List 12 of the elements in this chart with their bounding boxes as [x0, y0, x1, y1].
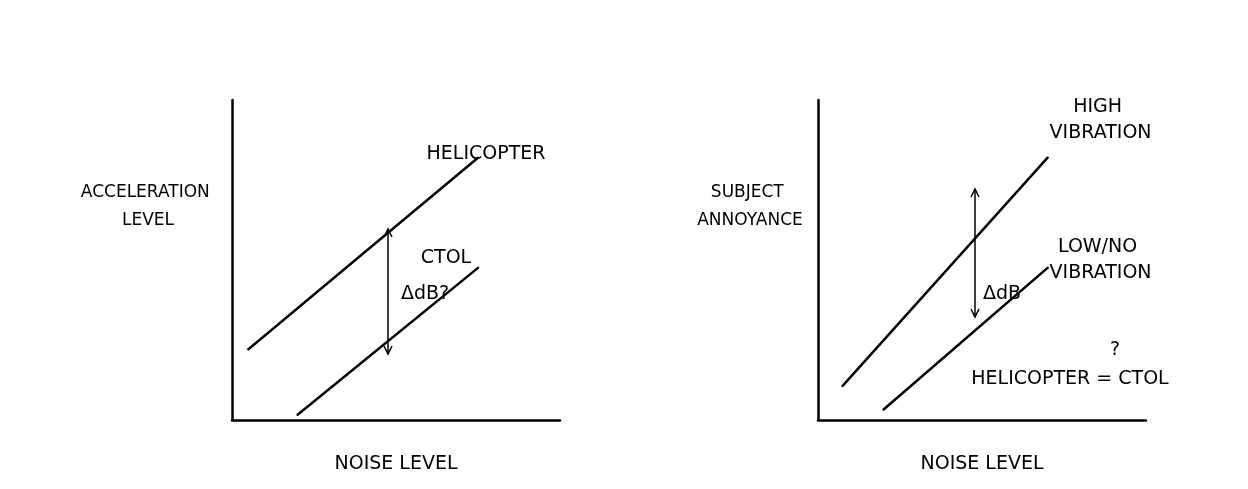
x-axis-title: NOISE LEVEL [920, 450, 1044, 473]
series-label: HIGH VIBRATION [1049, 93, 1152, 142]
annotation: ? [1109, 337, 1121, 359]
series-label: CTOL [420, 244, 472, 267]
annotation: ΔdB? [400, 281, 450, 303]
series-label: HELICOPTER [426, 140, 546, 163]
y-axis-title: SUBJECT ANNOYANCE [697, 181, 803, 229]
y-axis-title: ACCELERATION LEVEL [80, 181, 216, 229]
annotation: ΔdB [982, 281, 1022, 303]
series-label: LOW/NO VIBRATION [1049, 233, 1152, 282]
x-axis-title: NOISE LEVEL [334, 450, 458, 473]
annotation: HELICOPTER = CTOL [971, 366, 1170, 388]
